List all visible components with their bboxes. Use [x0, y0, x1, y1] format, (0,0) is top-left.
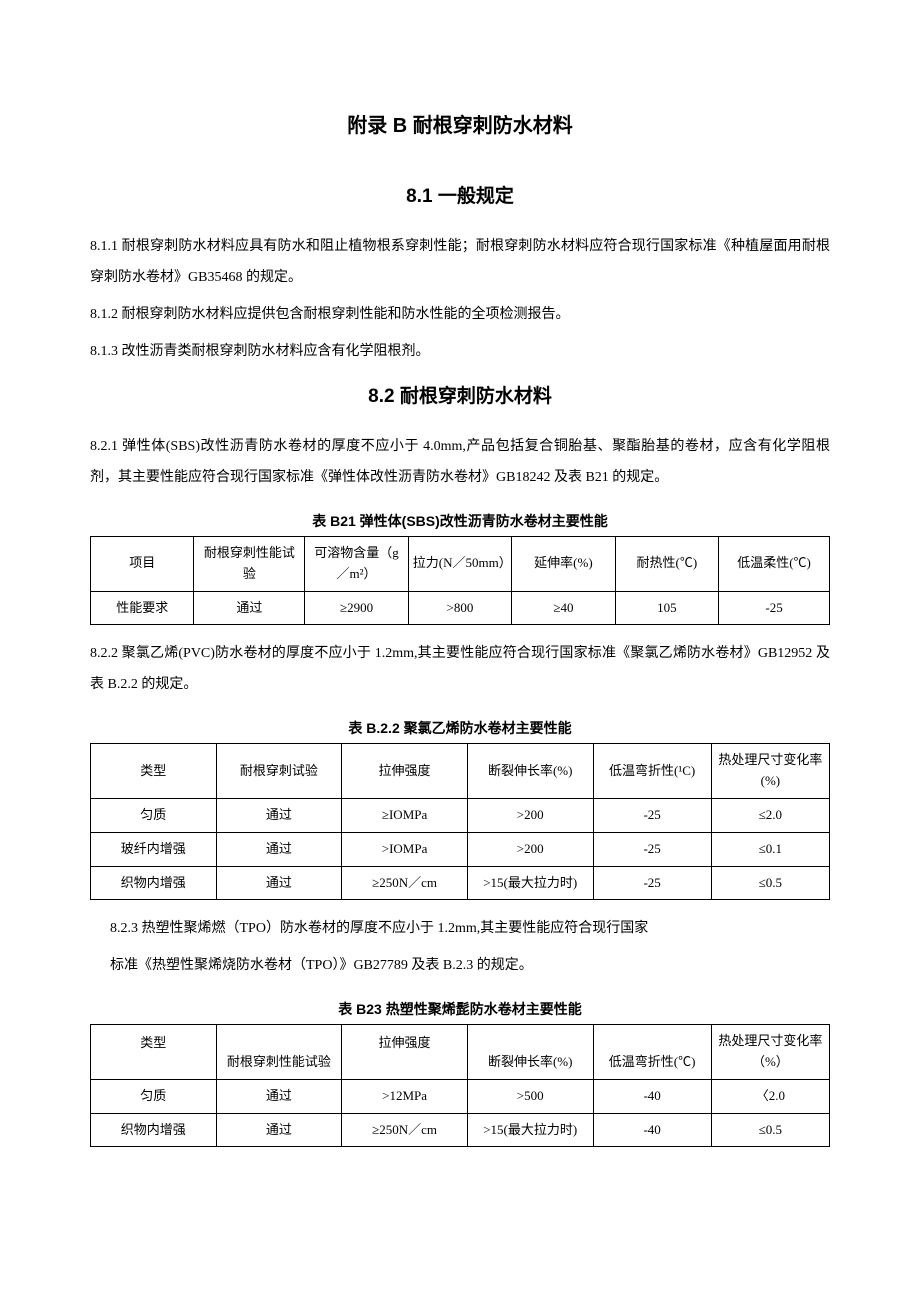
- table-b23: 类型 耐根穿刺性能试验 拉伸强度 断裂伸长率(%) 低温弯折性(℃) 热处理尺寸…: [90, 1024, 830, 1147]
- table-header-cell: 项目: [91, 536, 194, 591]
- para-823b: 标准《热塑性聚烯烧防水卷材（TPO）》GB27789 及表 B.2.3 的规定。: [110, 951, 830, 982]
- table-header-cell: 拉力(N／50mm）: [408, 536, 511, 591]
- table-cell: ≥250N／cm: [342, 866, 468, 900]
- table-row: 类型 耐根穿刺试验 拉伸强度 断裂伸长率(%) 低温弯折性(¹C) 热处理尺寸变…: [91, 744, 830, 799]
- table-header-cell: 耐根穿刺性能试验: [194, 536, 305, 591]
- table-header-cell: 延伸率(%): [512, 536, 615, 591]
- table-row: 匀质 通过 ≥IOMPa >200 -25 ≤2.0: [91, 798, 830, 832]
- table-b21-caption: 表 B21 弹性体(SBS)改性沥青防水卷材主要性能: [90, 510, 830, 532]
- table-cell: 通过: [216, 1079, 342, 1113]
- table-b21: 项目 耐根穿刺性能试验 可溶物含量（g／m²） 拉力(N／50mm） 延伸率(%…: [90, 536, 830, 625]
- table-cell: -25: [593, 832, 711, 866]
- table-header-cell: 耐根穿刺试验: [216, 744, 342, 799]
- para-823a: 8.2.3 热塑性聚烯燃（TPO）防水卷材的厚度不应小于 1.2mm,其主要性能…: [110, 914, 830, 945]
- table-cell: >200: [467, 798, 593, 832]
- table-header-cell: 可溶物含量（g／m²）: [305, 536, 408, 591]
- table-row: 性能要求 通过 ≥2900 >800 ≥40 105 -25: [91, 591, 830, 625]
- table-cell: >IOMPa: [342, 832, 468, 866]
- para-811: 8.1.1 耐根穿刺防水材料应具有防水和阻止植物根系穿刺性能；耐根穿刺防水材料应…: [90, 232, 830, 294]
- table-cell: 〈2.0: [711, 1079, 829, 1113]
- table-cell: 通过: [216, 798, 342, 832]
- table-cell: ≤0.5: [711, 866, 829, 900]
- table-cell: 玻纤内增强: [91, 832, 217, 866]
- table-cell: 匀质: [91, 798, 217, 832]
- table-header-cell: 低温弯折性(℃): [593, 1025, 711, 1080]
- table-b22-caption: 表 B.2.2 聚氯乙烯防水卷材主要性能: [90, 717, 830, 739]
- table-b22: 类型 耐根穿刺试验 拉伸强度 断裂伸长率(%) 低温弯折性(¹C) 热处理尺寸变…: [90, 743, 830, 900]
- table-cell: 105: [615, 591, 718, 625]
- table-row: 匀质 通过 >12MPa >500 -40 〈2.0: [91, 1079, 830, 1113]
- table-cell: >200: [467, 832, 593, 866]
- table-cell: 通过: [216, 832, 342, 866]
- section-82-heading: 8.2 耐根穿刺防水材料: [90, 382, 830, 412]
- table-header-cell: 类型: [91, 744, 217, 799]
- table-cell: 通过: [216, 1113, 342, 1147]
- table-header-cell: 耐根穿刺性能试验: [216, 1025, 342, 1080]
- table-cell: >15(最大拉力时): [467, 866, 593, 900]
- table-cell: -40: [593, 1113, 711, 1147]
- appendix-title: 附录 B 耐根穿刺防水材料: [90, 110, 830, 142]
- table-cell: 通过: [194, 591, 305, 625]
- table-header-cell: 低温柔性(℃): [719, 536, 830, 591]
- table-cell: >500: [467, 1079, 593, 1113]
- table-cell: 织物内增强: [91, 866, 217, 900]
- table-header-cell: 断裂伸长率(%): [467, 744, 593, 799]
- table-cell: >12MPa: [342, 1079, 468, 1113]
- table-cell: ≤0.5: [711, 1113, 829, 1147]
- table-cell: >800: [408, 591, 511, 625]
- table-cell: >15(最大拉力时): [467, 1113, 593, 1147]
- table-cell: ≤2.0: [711, 798, 829, 832]
- table-cell: ≤0.1: [711, 832, 829, 866]
- table-cell: 匀质: [91, 1079, 217, 1113]
- table-cell: 性能要求: [91, 591, 194, 625]
- table-b23-caption: 表 B23 热塑性聚烯髭防水卷材主要性能: [90, 998, 830, 1020]
- table-cell: -25: [593, 798, 711, 832]
- table-row: 织物内增强 通过 ≥250N／cm >15(最大拉力时) -40 ≤0.5: [91, 1113, 830, 1147]
- table-row: 类型 耐根穿刺性能试验 拉伸强度 断裂伸长率(%) 低温弯折性(℃) 热处理尺寸…: [91, 1025, 830, 1080]
- table-header-cell: 类型: [91, 1025, 217, 1080]
- table-header-cell: 耐热性(℃): [615, 536, 718, 591]
- table-cell: 通过: [216, 866, 342, 900]
- para-822: 8.2.2 聚氯乙烯(PVC)防水卷材的厚度不应小于 1.2mm,其主要性能应符…: [90, 639, 830, 701]
- table-cell: -40: [593, 1079, 711, 1113]
- table-row: 玻纤内增强 通过 >IOMPa >200 -25 ≤0.1: [91, 832, 830, 866]
- table-header-cell: 拉伸强度: [342, 744, 468, 799]
- table-header-cell: 拉伸强度: [342, 1025, 468, 1080]
- section-81-heading: 8.1 一般规定: [90, 182, 830, 212]
- table-cell: -25: [593, 866, 711, 900]
- table-cell: ≥IOMPa: [342, 798, 468, 832]
- para-812: 8.1.2 耐根穿刺防水材料应提供包含耐根穿刺性能和防水性能的全项检测报告。: [90, 300, 830, 331]
- table-cell: ≥250N／cm: [342, 1113, 468, 1147]
- table-cell: ≥40: [512, 591, 615, 625]
- para-821: 8.2.1 弹性体(SBS)改性沥青防水卷材的厚度不应小于 4.0mm,产品包括…: [90, 432, 830, 494]
- table-header-cell: 热处理尺寸变化率(%): [711, 744, 829, 799]
- table-row: 织物内增强 通过 ≥250N／cm >15(最大拉力时) -25 ≤0.5: [91, 866, 830, 900]
- table-cell: 织物内增强: [91, 1113, 217, 1147]
- table-cell: -25: [719, 591, 830, 625]
- table-cell: ≥2900: [305, 591, 408, 625]
- table-header-cell: 热处理尺寸变化率（%）: [711, 1025, 829, 1080]
- table-header-cell: 低温弯折性(¹C): [593, 744, 711, 799]
- table-header-cell: 断裂伸长率(%): [467, 1025, 593, 1080]
- table-row: 项目 耐根穿刺性能试验 可溶物含量（g／m²） 拉力(N／50mm） 延伸率(%…: [91, 536, 830, 591]
- para-813: 8.1.3 改性沥青类耐根穿刺防水材料应含有化学阻根剂。: [90, 337, 830, 368]
